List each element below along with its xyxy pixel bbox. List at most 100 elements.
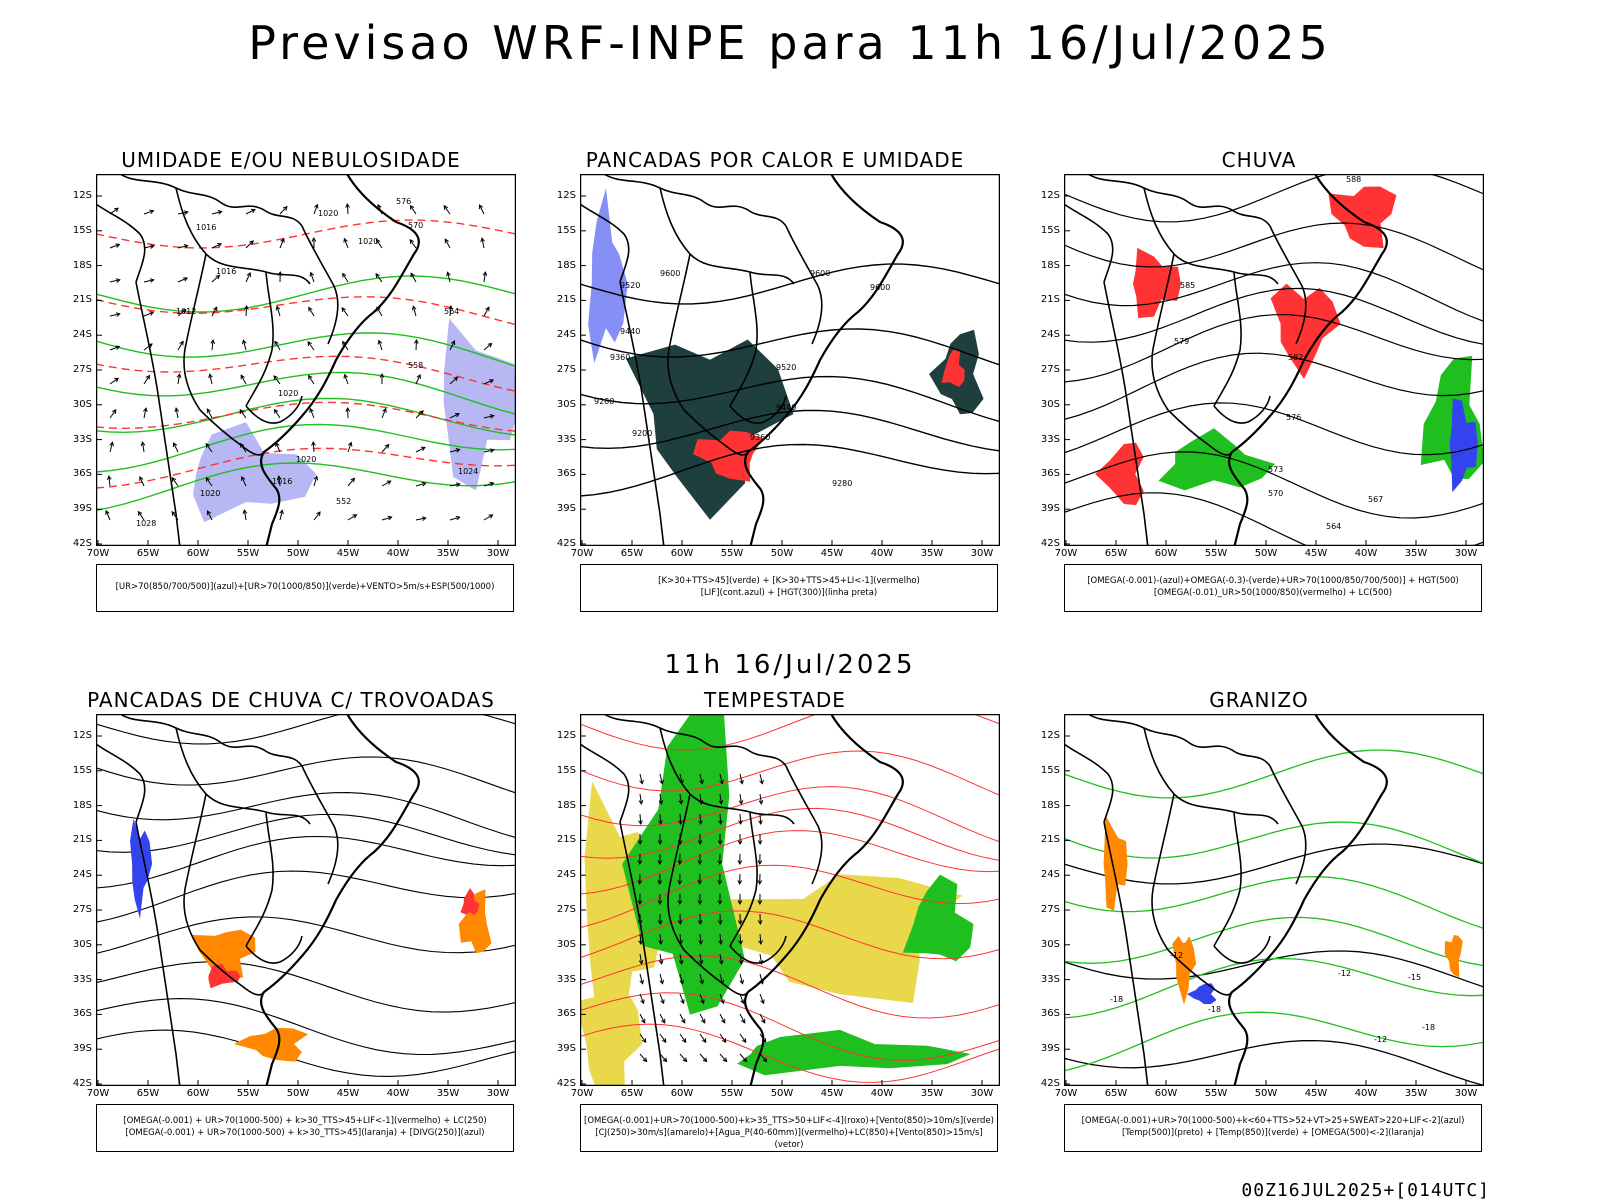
contour-label: 576 <box>1286 413 1301 422</box>
legend-line: [OMEGA(-0.001) + UR>70(1000-500) + k>30_… <box>97 1127 513 1139</box>
lat-tick-label: 30S <box>56 399 92 410</box>
lon-tick-label: 65W <box>612 1088 652 1099</box>
lon-tick-label: 45W <box>1296 548 1336 559</box>
lon-tick-label: 70W <box>1046 548 1086 559</box>
divergence-area <box>130 819 152 919</box>
streamline-250 <box>96 871 516 922</box>
contour-label: 9360 <box>750 433 770 442</box>
contour-label: 585 <box>1180 281 1195 290</box>
lon-tick-label: 65W <box>128 1088 168 1099</box>
map-svg <box>580 714 1000 1086</box>
contour-label: 9440 <box>776 403 796 412</box>
lon-tick-label: 70W <box>562 1088 602 1099</box>
lat-tick-label: 15S <box>540 765 576 776</box>
lon-tick-label: 40W <box>862 548 902 559</box>
contour-label: 9520 <box>776 363 796 372</box>
panel-title: UMIDADE E/OU NEBULOSIDADE <box>56 148 526 172</box>
lat-tick-label: 12S <box>56 190 92 201</box>
lon-tick-label: 70W <box>78 1088 118 1099</box>
lat-tick-label: 33S <box>1024 434 1060 445</box>
lon-tick-label: 65W <box>128 548 168 559</box>
geopotential-300-contour <box>580 445 1000 497</box>
lat-tick-label: 36S <box>56 1008 92 1019</box>
lat-tick-label: 15S <box>56 225 92 236</box>
lat-tick-label: 21S <box>540 294 576 305</box>
panel-title: TEMPESTADE <box>540 688 1010 712</box>
lat-tick-label: 39S <box>540 503 576 514</box>
map-area <box>96 714 516 1086</box>
contour-label: 9440 <box>620 327 640 336</box>
streamline-250 <box>96 962 516 1012</box>
geopotential-500-contour <box>1064 263 1484 322</box>
lat-tick-label: 30S <box>1024 939 1060 950</box>
panel-title: GRANIZO <box>1024 688 1494 712</box>
lat-tick-label: 36S <box>1024 468 1060 479</box>
lon-tick-label: 65W <box>612 548 652 559</box>
lat-tick-label: 18S <box>540 800 576 811</box>
lon-tick-label: 30W <box>478 1088 518 1099</box>
lat-tick-label: 12S <box>540 730 576 741</box>
lat-tick-label: 12S <box>1024 190 1060 201</box>
lon-tick-label: 60W <box>178 548 218 559</box>
lon-tick-label: 60W <box>178 1088 218 1099</box>
panel-umidade: UMIDADE E/OU NEBULOSIDADE 12S 15S 18S 21S 24S… <box>56 148 526 648</box>
lat-tick-label: 21S <box>540 834 576 845</box>
lat-tick-label: 18S <box>56 260 92 271</box>
lon-tick-label: 60W <box>662 548 702 559</box>
lat-tick-label: 21S <box>56 834 92 845</box>
lat-tick-label: 24S <box>540 869 576 880</box>
lon-tick-label: 70W <box>78 548 118 559</box>
lon-tick-label: 60W <box>1146 1088 1186 1099</box>
lon-tick-label: 35W <box>912 1088 952 1099</box>
contour-label: 570 <box>408 221 423 230</box>
omega-500-area <box>1445 935 1463 977</box>
lon-tick-label: 35W <box>1396 548 1436 559</box>
lat-tick-label: 24S <box>56 329 92 340</box>
legend-box: [K>30+TTS>45](verde) + [K>30+TTS>45+LI<-… <box>580 564 998 612</box>
lat-tick-label: 36S <box>540 1008 576 1019</box>
lon-tick-label: 30W <box>478 548 518 559</box>
contour-label: 9520 <box>620 281 640 290</box>
contour-label: -12 <box>1170 951 1183 960</box>
map-svg: -12-12-15-18-18-18-12 <box>1064 714 1484 1086</box>
contour-label: 9600 <box>660 269 680 278</box>
contour-label: 1020 <box>278 389 298 398</box>
contour-label: 1020 <box>318 209 338 218</box>
legend-line: [OMEGA(-0.001)+UR>70(1000-500)+k<60+TTS>… <box>1065 1115 1481 1127</box>
lon-tick-label: 45W <box>812 1088 852 1099</box>
lon-tick-label: 30W <box>1446 1088 1486 1099</box>
contour-label: 1020 <box>296 455 316 464</box>
hail-area <box>1187 983 1217 1004</box>
contour-label: 1024 <box>458 467 478 476</box>
contour-label: 9600 <box>810 269 830 278</box>
lon-tick-label: 35W <box>428 1088 468 1099</box>
lat-tick-label: 27S <box>1024 904 1060 915</box>
streamline-250 <box>96 917 516 954</box>
lat-tick-label: 21S <box>1024 294 1060 305</box>
lat-tick-label: 21S <box>56 294 92 305</box>
contour-label: -12 <box>1374 1035 1387 1044</box>
lon-tick-label: 40W <box>378 548 418 559</box>
lon-tick-label: 35W <box>1396 1088 1436 1099</box>
legend-line: [LIF](cont.azul) + [HGT(300)](linha pret… <box>581 587 997 599</box>
legend-line: [K>30+TTS>45](verde) + [K>30+TTS>45+LI<-… <box>581 575 997 587</box>
legend-box: [OMEGA(-0.001)+UR>70(1000-500)+k>35_TTS>… <box>580 1104 998 1152</box>
temperature-500-contour <box>1064 1041 1484 1086</box>
lat-tick-label: 12S <box>540 190 576 201</box>
lon-tick-label: 30W <box>1446 548 1486 559</box>
contour-label: -18 <box>1422 1023 1435 1032</box>
lat-tick-label: 27S <box>540 904 576 915</box>
legend-box: [UR>70(850/700/500)](azul)+[UR>70(1000/8… <box>96 564 514 612</box>
lat-tick-label: 33S <box>56 974 92 985</box>
contour-label: -18 <box>1208 1005 1221 1014</box>
lat-tick-label: 24S <box>1024 329 1060 340</box>
lon-tick-label: 55W <box>1196 548 1236 559</box>
lon-tick-label: 45W <box>1296 1088 1336 1099</box>
legend-line: [OMEGA(-0.001) + UR>70(1000-500) + k>30_… <box>97 1115 513 1127</box>
map-svg <box>96 714 516 1086</box>
geopotential-500-contour <box>1064 174 1484 222</box>
